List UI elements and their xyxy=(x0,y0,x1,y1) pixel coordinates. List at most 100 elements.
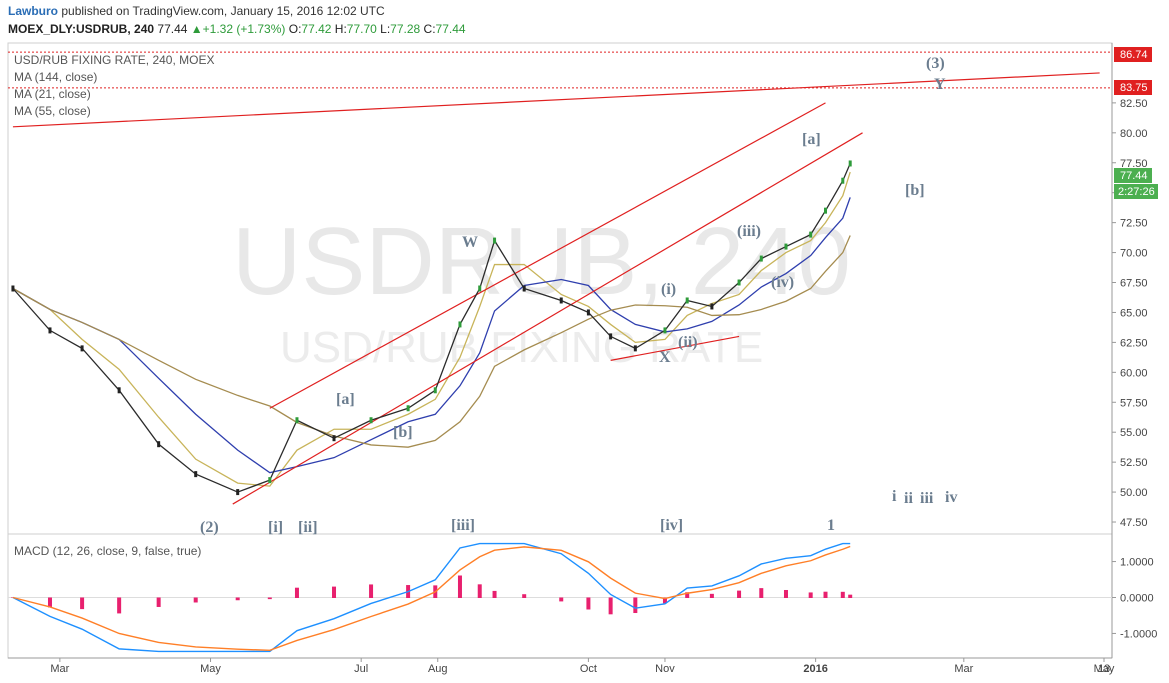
wave-X-label: X xyxy=(659,349,671,366)
price-point xyxy=(685,297,689,304)
macd-signal-line xyxy=(12,545,851,651)
price-tick-label: 60.00 xyxy=(1120,367,1148,379)
price-point xyxy=(759,255,763,262)
macd-hist-bar xyxy=(709,593,714,598)
close-value: 77.44 xyxy=(435,22,466,36)
time-tick-label: Jul xyxy=(354,663,368,675)
time-tick-label: 13 xyxy=(1098,663,1110,675)
time-tick-label: 2016 xyxy=(803,663,827,675)
macd-tick-label: 0.0000 xyxy=(1120,593,1154,605)
price-point xyxy=(841,177,845,184)
macd-hist-bar xyxy=(633,597,638,614)
macd-hist-bar xyxy=(586,597,591,610)
price-point xyxy=(824,207,828,214)
price-point xyxy=(48,327,52,334)
legend-ma144[interactable]: MA (144, close) xyxy=(14,70,97,84)
price-point xyxy=(332,435,336,442)
trend-line xyxy=(610,335,740,361)
time-tick-label: Mar xyxy=(50,663,69,675)
price-change: +1.32 (+1.73%) xyxy=(202,22,286,36)
price-point xyxy=(369,417,373,424)
macd-pane[interactable] xyxy=(7,533,1113,659)
flag-83-text: 83.75 xyxy=(1120,82,1148,94)
wave-i-label: [i] xyxy=(268,519,283,536)
macd-hist-bar xyxy=(156,597,161,607)
ma144-line xyxy=(12,235,851,448)
author-name[interactable]: Lawburo xyxy=(8,4,58,18)
flag-86-text: 86.74 xyxy=(1120,49,1148,61)
macd-hist-bar xyxy=(332,586,337,598)
wave-Y-label: Y xyxy=(934,76,946,93)
symbol-label: MOEX_DLY:USDRUB, 240 xyxy=(8,22,155,36)
time-tick-label: May xyxy=(200,663,221,675)
macd-hist-bar xyxy=(369,584,374,598)
macd-hist-bar xyxy=(848,594,853,598)
price-pane[interactable] xyxy=(7,42,1113,535)
macd-line xyxy=(12,542,851,653)
price-point xyxy=(406,405,410,412)
macd-tick-label: -1.0000 xyxy=(1120,628,1157,640)
symbol-line: MOEX_DLY:USDRUB, 240 77.44 ▲+1.32 (+1.73… xyxy=(8,22,466,36)
price-tick-label: 62.50 xyxy=(1120,337,1148,349)
price-point xyxy=(522,285,526,292)
flag-timer-text: 2:27:26 xyxy=(1118,186,1155,198)
macd-hist-bar xyxy=(457,575,462,598)
price-point xyxy=(609,333,613,340)
price-point xyxy=(633,345,637,352)
high-label: H: xyxy=(334,22,347,36)
wave-r-i-label: i xyxy=(892,488,897,505)
macd-hist-bar xyxy=(662,597,667,604)
price-point xyxy=(809,231,813,238)
macd-hist-bar xyxy=(759,588,764,598)
macd-hist-bar xyxy=(608,597,613,615)
last-price: 77.44 xyxy=(157,22,188,36)
low-label: L: xyxy=(380,22,391,36)
price-tick-label: 65.00 xyxy=(1120,307,1148,319)
wave-paren-iii-label: (iii) xyxy=(737,223,761,240)
legend-ma55[interactable]: MA (55, close) xyxy=(14,104,91,118)
trend-line xyxy=(12,72,1100,128)
price-point xyxy=(433,387,437,394)
price-point xyxy=(194,471,198,478)
wave-labels: (2) [i] [ii] [a] [b] [iii] W X [iv] (i) … xyxy=(200,55,957,536)
wave-b1-label: [b] xyxy=(393,424,413,441)
price-flags: 86.74 83.75 77.44 2:27:26 xyxy=(1114,47,1158,199)
macd-hist-bar xyxy=(559,597,564,602)
flag-86-bg xyxy=(1114,47,1152,62)
macd-hist-bar xyxy=(783,589,788,598)
wave-iv-label: [iv] xyxy=(660,517,683,534)
price-tick-label: 52.50 xyxy=(1120,457,1148,469)
wave-3-label: (3) xyxy=(926,55,945,72)
price-point xyxy=(157,441,161,448)
macd-hist-bar xyxy=(193,597,198,603)
legend-title: USD/RUB FIXING RATE, 240, MOEX xyxy=(14,53,214,67)
wave-paren-ii-label: (ii) xyxy=(678,334,698,351)
time-tick-label: Mar xyxy=(954,663,973,675)
price-point xyxy=(737,279,741,286)
price-point xyxy=(559,297,563,304)
ma21-line xyxy=(12,171,851,487)
wave-r-ii-label: ii xyxy=(904,490,913,507)
macd-hist-bar xyxy=(267,597,272,600)
wave-a1-label: [a] xyxy=(336,391,355,408)
price-tick-label: 67.50 xyxy=(1120,278,1148,290)
macd-legend[interactable]: MACD (12, 26, close, 9, false, true) xyxy=(14,544,201,558)
low-value: 77.28 xyxy=(390,22,421,36)
price-tick-label: 50.00 xyxy=(1120,487,1148,499)
price-point xyxy=(663,327,667,334)
wave-r-iii-label: iii xyxy=(920,490,934,507)
moving-averages xyxy=(12,171,851,487)
price-point xyxy=(295,417,299,424)
macd-hist-bar xyxy=(737,590,742,598)
wave-ii-label: [ii] xyxy=(298,519,318,536)
macd-hist-bar xyxy=(477,584,482,598)
macd-hist-bar xyxy=(492,590,497,598)
macd-hist-bar xyxy=(685,592,690,598)
wave-paren-i-label: (i) xyxy=(661,281,676,298)
macd-hist-bar xyxy=(47,597,52,608)
time-tick-label: May xyxy=(1094,663,1115,675)
legend-ma21[interactable]: MA (21, close) xyxy=(14,87,91,101)
wave-paren-iv-label: (iv) xyxy=(771,274,794,291)
time-tick-label: Aug xyxy=(428,663,448,675)
